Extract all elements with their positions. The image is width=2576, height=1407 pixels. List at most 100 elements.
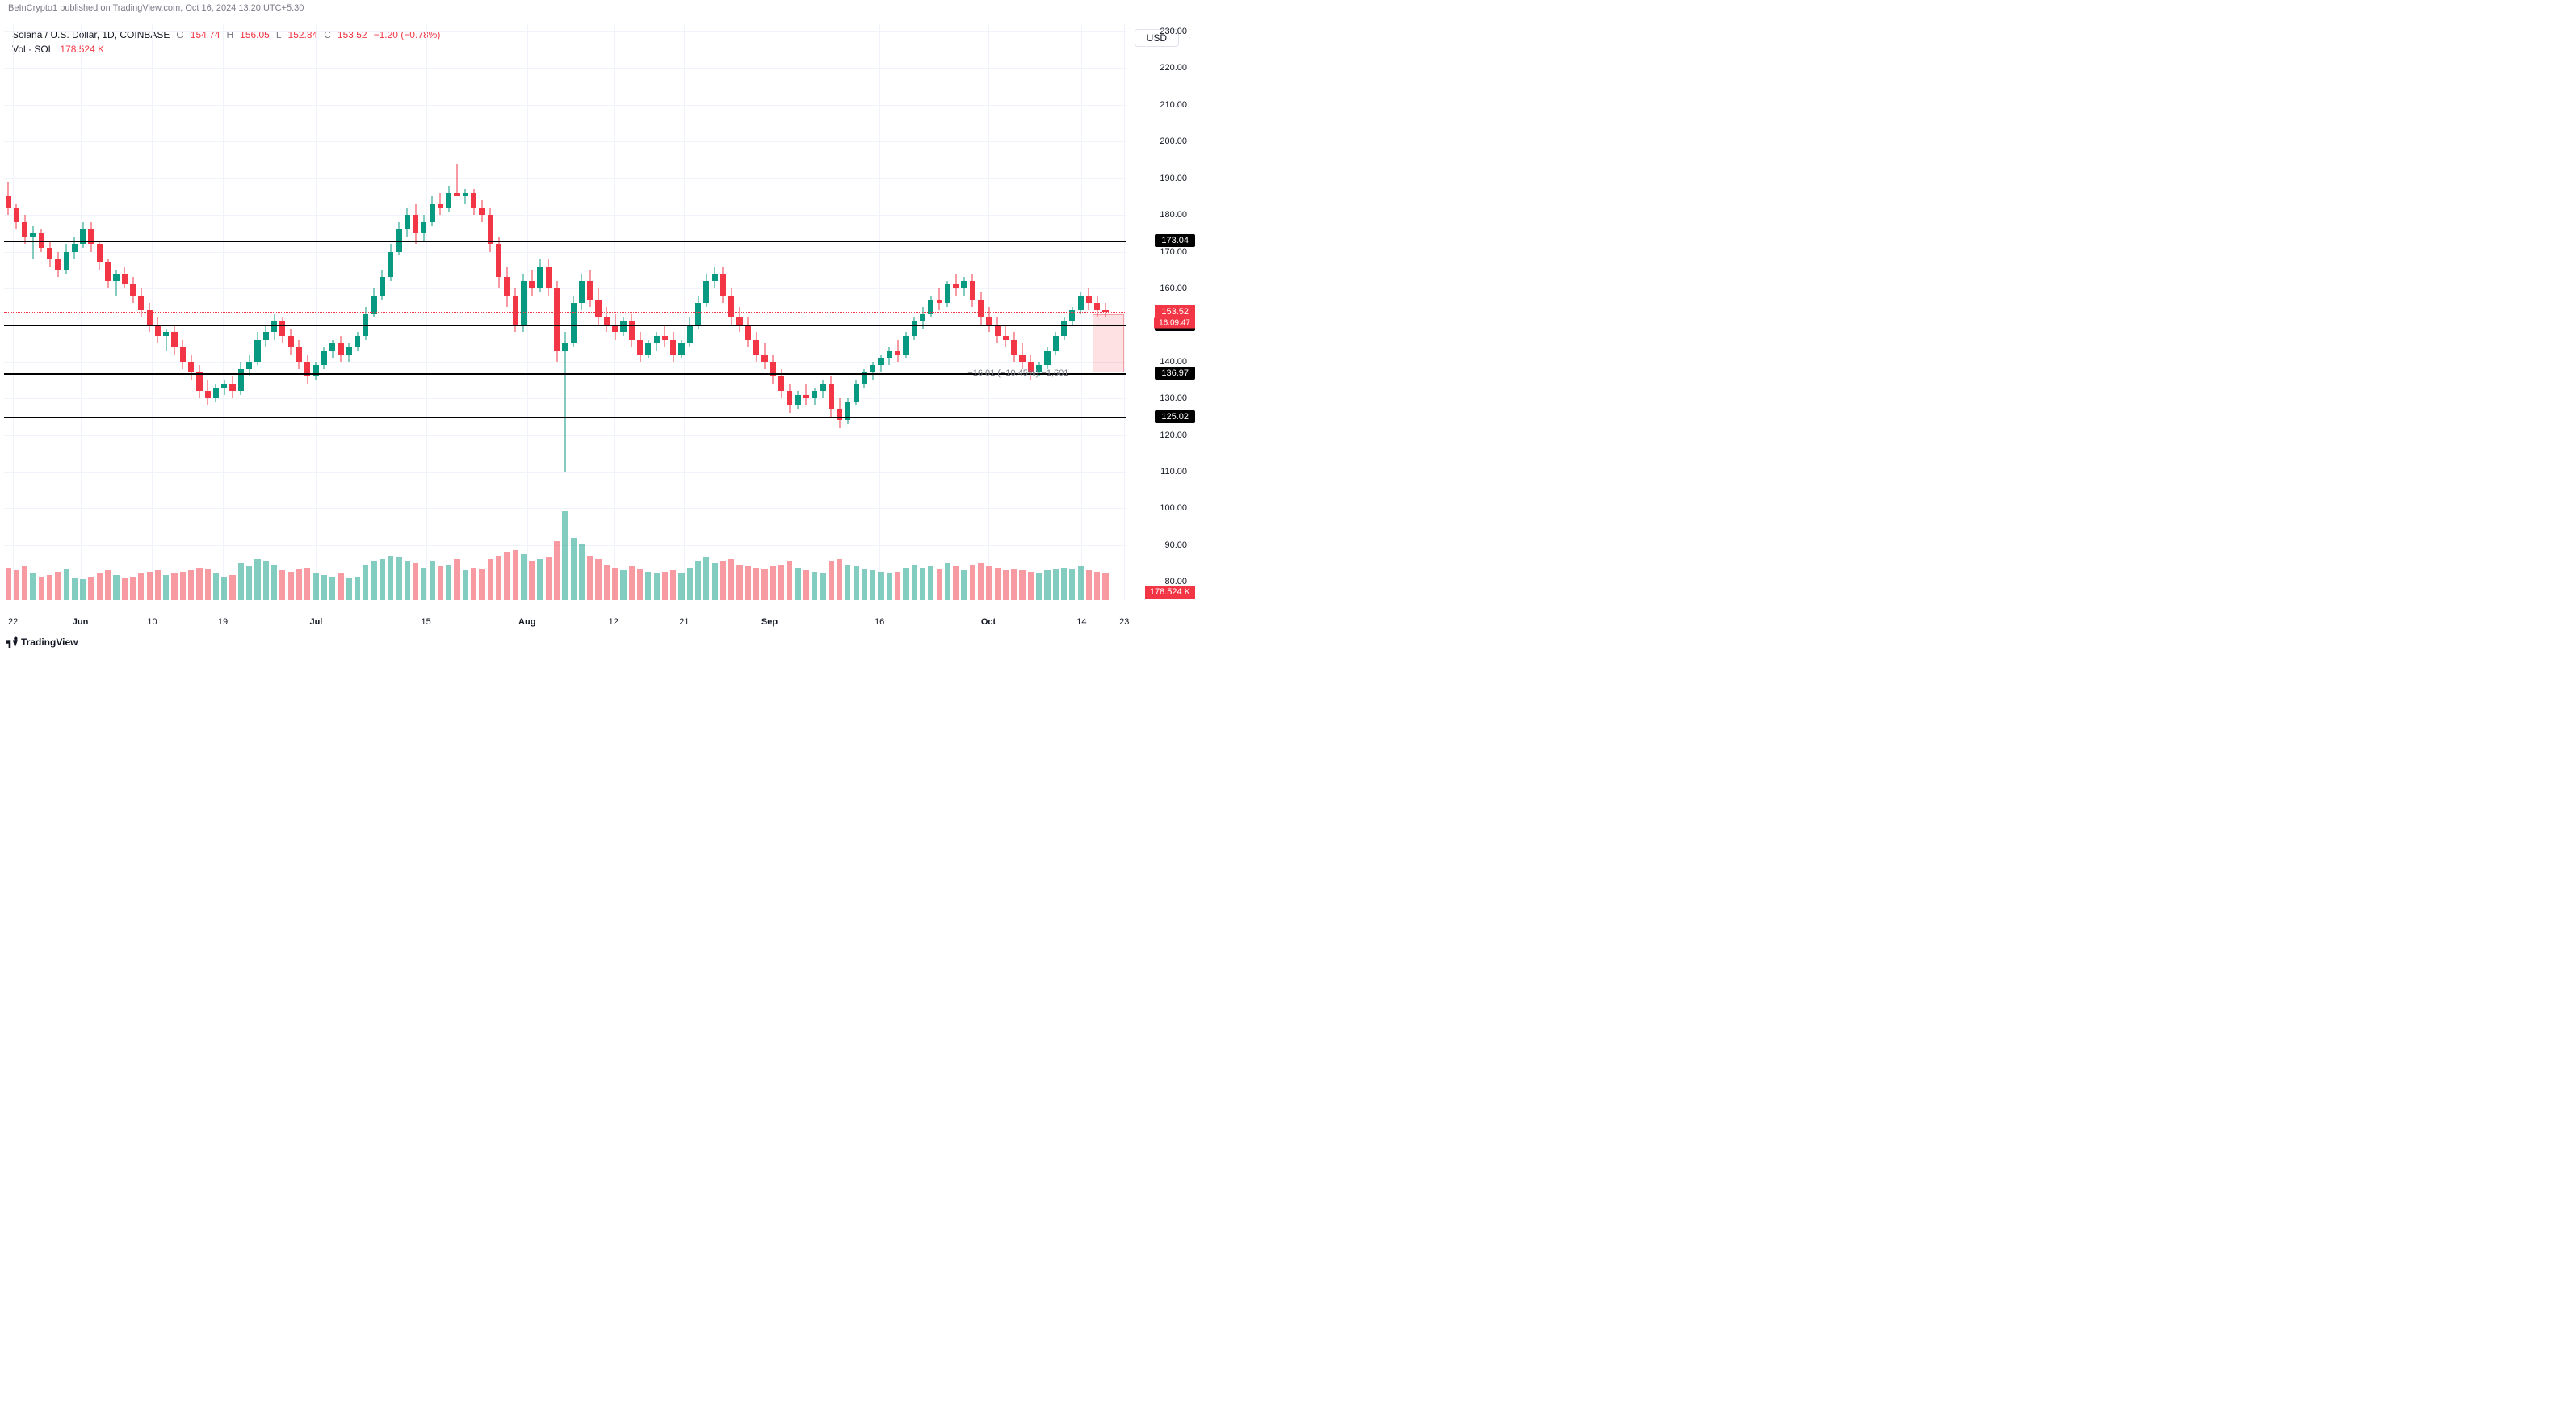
volume-bar[interactable] (878, 572, 883, 600)
volume-bar[interactable] (903, 568, 908, 600)
volume-bar[interactable] (703, 557, 709, 600)
volume-bar[interactable] (695, 561, 701, 600)
projection-box[interactable] (1093, 314, 1124, 373)
volume-bar[interactable] (263, 561, 269, 600)
volume-bar[interactable] (296, 569, 302, 601)
volume-bar[interactable] (271, 565, 277, 600)
volume-bar[interactable] (313, 573, 318, 600)
volume-bar[interactable] (30, 573, 36, 600)
volume-bar[interactable] (113, 575, 119, 600)
tradingview-logo[interactable]: TradingView (6, 636, 78, 648)
volume-bar[interactable] (363, 565, 368, 600)
volume-bar[interactable] (72, 578, 78, 601)
volume-bar[interactable] (39, 577, 44, 600)
volume-bar[interactable] (837, 559, 842, 600)
volume-bar[interactable] (14, 570, 19, 600)
volume-bar[interactable] (645, 572, 651, 600)
horizontal-price-line[interactable] (4, 241, 1126, 242)
volume-bar[interactable] (961, 570, 967, 600)
volume-bar[interactable] (795, 568, 801, 600)
volume-bar[interactable] (1102, 573, 1108, 600)
volume-bar[interactable] (421, 568, 426, 600)
horizontal-price-line[interactable] (4, 325, 1126, 326)
volume-bar[interactable] (496, 556, 501, 600)
volume-bar[interactable] (163, 575, 169, 600)
volume-bar[interactable] (678, 573, 684, 600)
volume-bar[interactable] (238, 563, 244, 600)
price-axis[interactable]: 80.0090.00100.00110.00120.00130.00140.00… (1131, 24, 1195, 600)
volume-bar[interactable] (288, 572, 294, 600)
volume-bar[interactable] (47, 575, 52, 600)
time-axis[interactable]: 22Jun1019Jul15Aug1221Sep16Oct1423 (4, 607, 1126, 627)
volume-bar[interactable] (912, 565, 917, 600)
volume-bar[interactable] (537, 559, 543, 600)
volume-bar[interactable] (105, 570, 111, 600)
volume-bar[interactable] (1078, 566, 1084, 600)
volume-bar[interactable] (604, 565, 610, 600)
volume-bar[interactable] (513, 550, 518, 600)
volume-bar[interactable] (829, 561, 834, 601)
volume-bar[interactable] (862, 569, 867, 601)
volume-bar[interactable] (670, 570, 676, 600)
volume-bar[interactable] (388, 556, 393, 600)
volume-bar[interactable] (1044, 570, 1050, 600)
volume-bar[interactable] (454, 559, 459, 600)
horizontal-price-line[interactable] (4, 373, 1126, 375)
volume-bar[interactable] (554, 541, 560, 600)
volume-bar[interactable] (546, 557, 552, 600)
volume-bar[interactable] (413, 563, 418, 600)
volume-bar[interactable] (488, 559, 493, 600)
volume-bar[interactable] (304, 568, 310, 600)
volume-bar[interactable] (396, 557, 401, 600)
volume-bar[interactable] (620, 570, 626, 600)
volume-bar[interactable] (778, 565, 784, 600)
volume-bar[interactable] (854, 566, 859, 600)
volume-bar[interactable] (147, 572, 153, 600)
volume-bar[interactable] (1069, 569, 1075, 601)
volume-bar[interactable] (463, 570, 468, 600)
volume-bar[interactable] (279, 570, 285, 600)
horizontal-price-line[interactable] (4, 417, 1126, 418)
volume-bar[interactable] (355, 577, 360, 600)
volume-bar[interactable] (88, 577, 94, 600)
volume-bar[interactable] (978, 563, 984, 600)
volume-bar[interactable] (1036, 573, 1042, 600)
volume-bar[interactable] (1094, 572, 1100, 600)
volume-bar[interactable] (571, 538, 577, 600)
volume-bar[interactable] (720, 561, 726, 601)
volume-bar[interactable] (1019, 570, 1025, 600)
volume-bar[interactable] (6, 568, 11, 600)
volume-bar[interactable] (529, 561, 535, 600)
volume-bar[interactable] (612, 568, 618, 600)
volume-bar[interactable] (986, 566, 992, 600)
volume-bar[interactable] (321, 575, 327, 600)
volume-bar[interactable] (770, 566, 776, 600)
volume-bar[interactable] (430, 561, 435, 600)
volume-bar[interactable] (753, 568, 759, 600)
volume-bar[interactable] (97, 573, 103, 600)
volume-bar[interactable] (803, 570, 809, 600)
volume-bar[interactable] (471, 568, 476, 600)
volume-bar[interactable] (504, 552, 510, 600)
volume-bar[interactable] (122, 578, 128, 601)
volume-bar[interactable] (438, 566, 443, 600)
volume-bar[interactable] (895, 572, 900, 600)
volume-bar[interactable] (446, 565, 451, 600)
volume-bar[interactable] (196, 568, 202, 600)
volume-bar[interactable] (1061, 568, 1067, 600)
volume-bar[interactable] (80, 579, 86, 600)
volume-bar[interactable] (970, 565, 975, 600)
volume-bar[interactable] (945, 563, 950, 600)
volume-bar[interactable] (1028, 572, 1034, 600)
volume-bar[interactable] (380, 559, 385, 600)
chart-plot-area[interactable]: −16.01 (−10.45%) −1,601 (4, 24, 1126, 600)
volume-bar[interactable] (995, 568, 1001, 600)
volume-bar[interactable] (338, 573, 343, 600)
volume-bar[interactable] (521, 554, 527, 600)
volume-bar[interactable] (171, 573, 177, 600)
volume-bar[interactable] (761, 569, 767, 601)
volume-bar[interactable] (579, 544, 585, 600)
volume-bar[interactable] (246, 566, 252, 600)
volume-bar[interactable] (887, 573, 892, 600)
volume-bar[interactable] (1011, 569, 1017, 601)
